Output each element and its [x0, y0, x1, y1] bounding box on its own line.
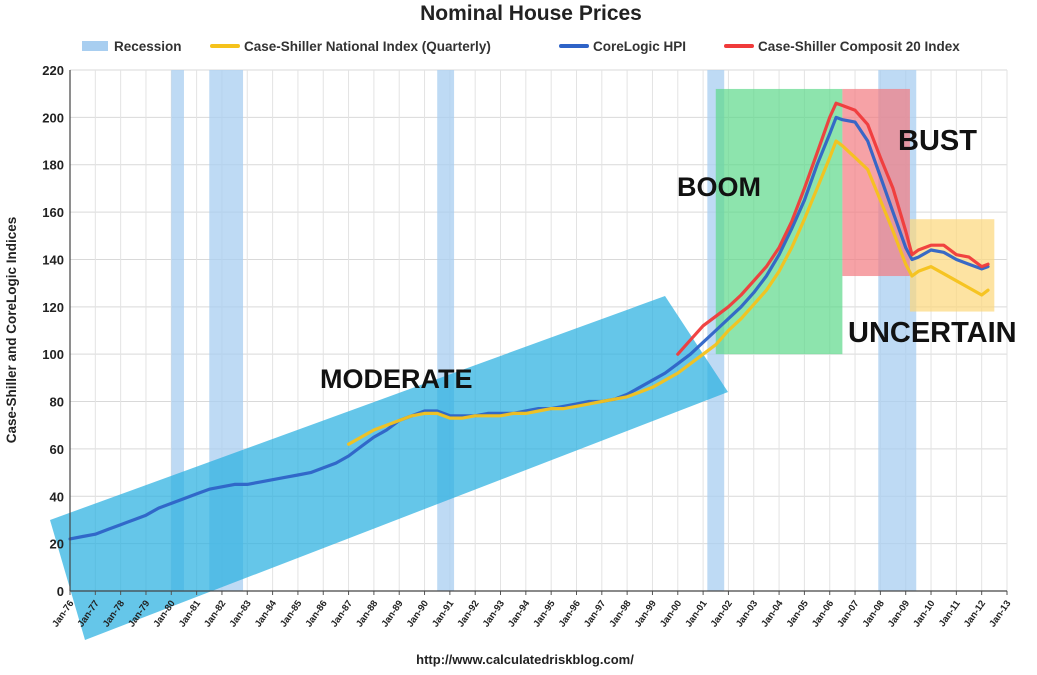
- x-tick-label: Jan-86: [303, 598, 329, 629]
- x-tick-label: Jan-01: [683, 598, 710, 630]
- legend-entry-label: CoreLogic HPI: [593, 39, 686, 54]
- source-url: http://www.calculatedriskblog.com/: [416, 652, 634, 667]
- x-tick-label: Jan-91: [430, 598, 457, 630]
- x-tick-label: Jan-09: [886, 598, 912, 629]
- recession-band: [437, 70, 455, 591]
- chart-title: Nominal House Prices: [420, 2, 642, 25]
- x-tick-label: Jan-05: [785, 598, 812, 630]
- x-tick-label: Jan-04: [759, 598, 786, 630]
- legend: Recession Case-Shiller National Index (Qu…: [82, 39, 960, 54]
- series-line-case-shiller-composit-20-index: [676, 101, 990, 356]
- x-tick-label: Jan-76: [50, 598, 76, 629]
- legend-entry-label: Recession: [114, 39, 182, 54]
- moderate-label: MODERATE: [320, 364, 473, 394]
- y-tick-label: 80: [50, 395, 64, 410]
- x-tick-label: Jan-84: [253, 598, 280, 630]
- y-tick-label: 60: [50, 442, 64, 457]
- x-tick-label: Jan-00: [658, 598, 684, 629]
- x-tick-label: Jan-92: [455, 598, 481, 629]
- x-tick-label: Jan-12: [962, 598, 988, 629]
- series-line-case-shiller-national-index-quarterly-: [347, 139, 990, 446]
- legend-entry-label: Case-Shiller Composit 20 Index: [758, 39, 960, 54]
- x-tick-label: Jan-90: [405, 598, 431, 629]
- x-tick-label: Jan-13: [987, 598, 1013, 629]
- x-tick-label: Jan-06: [810, 598, 836, 629]
- legend-entry-label: Case-Shiller National Index (Quarterly): [244, 39, 491, 54]
- bust-label: BUST: [898, 125, 977, 157]
- legend-swatch: [82, 41, 108, 51]
- annotation-layer: MODERATE BOOM BUST UNCERTAIN: [320, 125, 1017, 394]
- x-tick-label: Jan-96: [557, 598, 583, 629]
- x-tick-label: Jan-94: [506, 598, 533, 630]
- series-layer: [68, 101, 990, 541]
- x-tick-label: Jan-08: [861, 598, 887, 629]
- x-tick-label: Jan-98: [607, 598, 633, 629]
- x-tick-label: Jan-83: [227, 598, 253, 629]
- y-tick-label: 220: [42, 63, 64, 78]
- x-tick-label: Jan-85: [278, 598, 305, 630]
- uncertain-label: UNCERTAIN: [848, 317, 1017, 349]
- y-tick-label: 40: [50, 489, 64, 504]
- y-tick-label: 100: [42, 347, 64, 362]
- y-axis-label: Case-Shiller and CoreLogic Indices: [4, 217, 19, 444]
- x-tick-label: Jan-02: [709, 598, 735, 629]
- x-tick-label: Jan-88: [354, 598, 380, 629]
- y-tick-label: 200: [42, 110, 64, 125]
- x-tick-label: Jan-95: [531, 598, 558, 630]
- x-tick-label: Jan-99: [633, 598, 659, 629]
- recession-band: [171, 70, 184, 591]
- y-tick-label: 160: [42, 205, 64, 220]
- y-tick-label: 20: [50, 537, 64, 552]
- band-layer: [50, 70, 995, 640]
- x-tick-label: Jan-97: [582, 598, 608, 629]
- x-tick-label: Jan-11: [937, 598, 963, 629]
- x-tick-label: Jan-82: [202, 598, 228, 629]
- y-tick-label: 180: [42, 158, 64, 173]
- x-tick-label: Jan-93: [481, 598, 507, 629]
- boom-label: BOOM: [677, 172, 761, 202]
- y-tick-label: 0: [57, 584, 64, 599]
- moderate-band: [50, 296, 728, 640]
- x-tick-label: Jan-07: [835, 598, 861, 629]
- x-tick-label: Jan-87: [329, 598, 355, 629]
- x-tick-label: Jan-10: [911, 598, 937, 629]
- y-tick-label: 120: [42, 300, 64, 315]
- y-tick-label: 140: [42, 252, 64, 267]
- x-tick-label: Jan-03: [734, 598, 760, 629]
- x-tick-label: Jan-89: [379, 598, 405, 629]
